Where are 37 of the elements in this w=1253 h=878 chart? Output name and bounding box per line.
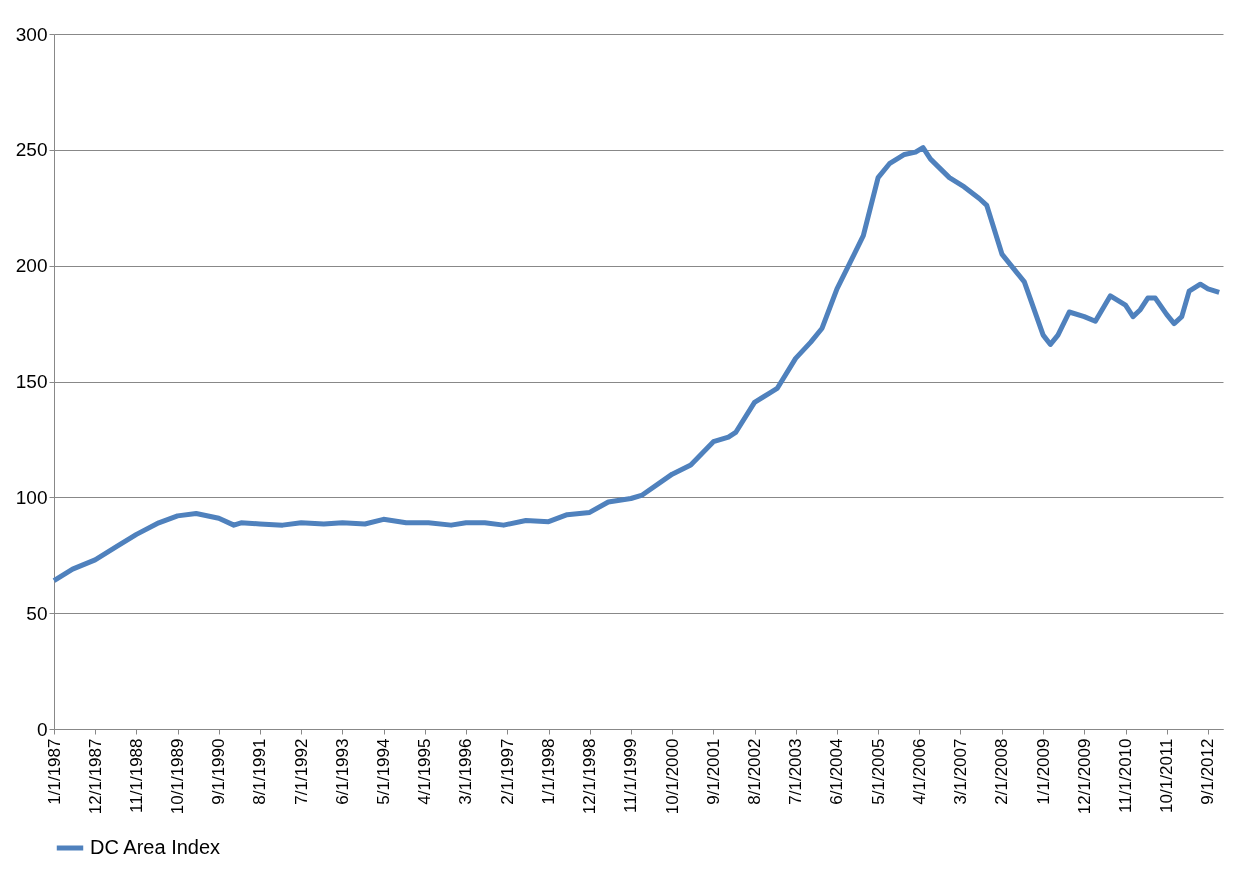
x-tick-label: 8/1/2002 [745, 738, 765, 805]
x-tick-label: 11/1/2010 [1116, 738, 1136, 813]
x-tick-label: 5/1/1994 [374, 738, 394, 805]
y-tick-label: 0 [36, 718, 48, 740]
x-tick-label: 1/1/1987 [44, 738, 64, 805]
x-tick-label: 8/1/1991 [250, 738, 270, 805]
x-tick-label: 10/1/1989 [168, 738, 188, 815]
x-tick-label: 2/1/2008 [992, 738, 1012, 805]
x-tick-label: 10/1/2011 [1157, 738, 1177, 813]
x-tick-label: 11/1/1988 [126, 738, 146, 813]
x-tick-label: 2/1/1997 [497, 738, 517, 805]
y-tick-label: 200 [15, 255, 48, 277]
x-tick-label: 12/1/1998 [580, 738, 600, 815]
x-tick-label: 4/1/2006 [909, 738, 929, 805]
x-tick-label: 7/1/1992 [291, 738, 311, 805]
x-tick-label: 7/1/2003 [786, 738, 806, 805]
x-tick-label: 1/1/1998 [539, 738, 559, 805]
x-tick-label: 11/1/1999 [621, 738, 641, 813]
x-tick-label: 10/1/2000 [662, 738, 682, 815]
x-tick-label: 1/1/2009 [1033, 738, 1053, 805]
y-tick-label: 100 [15, 486, 48, 508]
y-tick-label: 300 [15, 23, 48, 45]
x-tick-label: 4/1/1995 [415, 738, 435, 805]
x-tick-label: 3/1/2007 [950, 738, 970, 805]
y-tick-label: 50 [26, 602, 48, 624]
legend-label: DC Area Index [90, 836, 221, 858]
x-tick-label: 12/1/1987 [85, 738, 105, 815]
x-tick-label: 9/1/1990 [209, 738, 229, 805]
y-tick-label: 150 [15, 371, 48, 392]
x-tick-label: 12/1/2009 [1074, 738, 1094, 815]
x-tick-label: 9/1/2012 [1198, 738, 1218, 805]
y-tick-label: 250 [15, 139, 48, 161]
x-tick-label: 6/1/2004 [827, 738, 847, 805]
x-tick-label: 3/1/1996 [456, 738, 476, 805]
x-tick-label: 6/1/1993 [332, 738, 352, 805]
x-tick-label: 5/1/2005 [868, 738, 888, 805]
x-tick-label: 9/1/2001 [703, 738, 723, 805]
